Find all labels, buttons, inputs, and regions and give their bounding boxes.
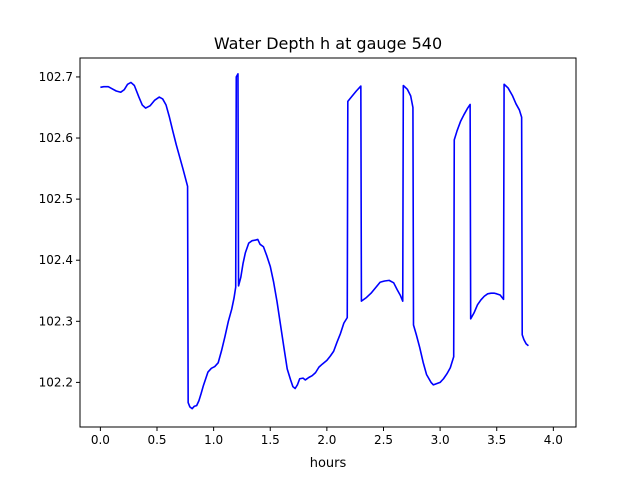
y-tick-label: 102.6 [39, 131, 73, 145]
x-tick-label: 2.0 [317, 433, 336, 447]
y-tick-label: 102.7 [39, 70, 73, 84]
x-tick-label: 1.5 [261, 433, 280, 447]
x-tick-label: 3.5 [487, 433, 506, 447]
plot-frame [79, 57, 577, 428]
series-layer [100, 73, 529, 410]
y-tick-label: 102.3 [39, 314, 73, 328]
y-tick-label: 102.4 [39, 253, 73, 267]
x-tick-label: 2.5 [374, 433, 393, 447]
x-tick-label: 4.0 [544, 433, 563, 447]
x-tick-label: 1.0 [204, 433, 223, 447]
series-line-0 [100, 73, 529, 410]
y-tick-label: 102.5 [39, 192, 73, 206]
chart-title: Water Depth h at gauge 540 [214, 34, 442, 53]
x-axis-ticks: 0.0 0.5 1.0 1.5 2.0 2.5 3.0 3.5 4.0 [91, 427, 563, 447]
x-tick-label: 3.0 [431, 433, 450, 447]
x-tick-label: 0.0 [91, 433, 110, 447]
y-axis-ticks: 102.2 102.3 102.4 102.5 102.6 102.7 [39, 70, 80, 389]
x-tick-label: 0.5 [147, 433, 166, 447]
x-axis-label: hours [310, 456, 347, 471]
y-tick-label: 102.2 [39, 375, 73, 389]
